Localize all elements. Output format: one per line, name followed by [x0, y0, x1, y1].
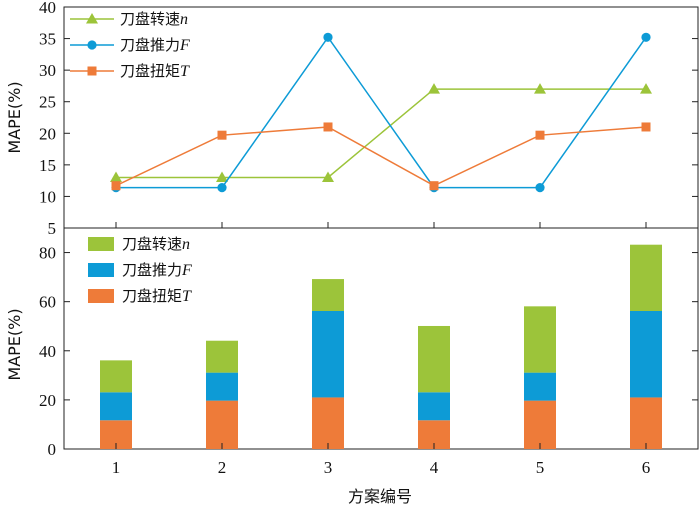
- data-point-torque: [111, 181, 121, 191]
- legend-marker-thrust: [87, 40, 97, 50]
- bottom-y-tick-label: 20: [39, 391, 56, 410]
- bar-segment-thrust: [312, 310, 344, 398]
- bar-segment-speed: [524, 306, 556, 373]
- bar-segment-torque: [206, 400, 238, 449]
- legend-name-thrust: 刀盘推力: [122, 261, 182, 279]
- data-point-torque: [217, 130, 227, 140]
- series-line-thrust: [116, 36, 647, 189]
- legend-var-thrust: F: [179, 37, 190, 54]
- legend-marker-torque: [87, 66, 97, 76]
- x-tick-label: 4: [430, 458, 439, 477]
- data-point-torque: [641, 122, 651, 132]
- x-tick-label: 3: [324, 458, 333, 477]
- legend-label-thrust: 刀盘推力F: [122, 261, 192, 279]
- legend-marker-speed: [86, 13, 98, 24]
- data-point-speed: [428, 83, 440, 94]
- bar-segment-speed: [206, 340, 238, 373]
- bar-segment-thrust: [206, 372, 238, 401]
- data-point-speed: [640, 83, 652, 94]
- data-point-speed: [110, 171, 122, 182]
- bar-segment-thrust: [630, 310, 662, 398]
- series-line-speed: [116, 88, 646, 179]
- bar-segment-speed: [418, 325, 450, 393]
- legend-var-torque: T: [182, 288, 192, 305]
- bottom-y-tick-label: 0: [48, 440, 57, 459]
- bar-segment-speed: [312, 279, 344, 311]
- legend-var-speed: n: [182, 236, 190, 253]
- series-line-torque: [115, 126, 647, 187]
- bar-segment-torque: [630, 397, 662, 449]
- data-point-torque: [429, 181, 439, 191]
- top-y-tick-label: 10: [39, 187, 56, 206]
- x-tick-label: 1: [112, 458, 121, 477]
- data-point-speed: [216, 171, 228, 182]
- legend-name-torque: 刀盘扭矩: [122, 287, 182, 305]
- top-y-tick-label: 30: [39, 61, 56, 80]
- bar-segment-torque: [312, 397, 344, 449]
- legend-label-torque: 刀盘扭矩T: [120, 62, 190, 80]
- data-point-torque: [535, 130, 545, 140]
- data-point-torque: [323, 122, 333, 132]
- x-tick-label: 2: [218, 458, 227, 477]
- legend-var-torque: T: [180, 63, 190, 80]
- bar-segment-torque: [524, 400, 556, 449]
- top-y-axis-title: MAPE(%): [5, 81, 24, 153]
- top-y-tick-label: 15: [39, 156, 56, 175]
- bar-segment-speed: [630, 244, 662, 311]
- data-point-speed: [534, 83, 546, 94]
- top-y-tick-label: 35: [39, 30, 56, 49]
- data-point-thrust: [217, 182, 227, 193]
- legend-name-speed: 刀盘转速: [120, 10, 180, 28]
- legend-var-speed: n: [180, 11, 188, 28]
- legend-label-speed: 刀盘转速n: [120, 10, 188, 28]
- x-tick-label: 6: [642, 458, 651, 477]
- bottom-plot-frame: [63, 227, 699, 450]
- data-point-thrust: [535, 182, 545, 193]
- top-y-tick-label: 25: [39, 93, 56, 112]
- bar-segment-thrust: [524, 372, 556, 401]
- bar-segment-thrust: [418, 392, 450, 421]
- bottom-y-tick-label: 40: [39, 342, 56, 361]
- legend-swatch-torque: [88, 289, 114, 303]
- legend-swatch-thrust: [88, 263, 114, 277]
- legend-label-torque: 刀盘扭矩T: [122, 287, 192, 305]
- legend-label-speed: 刀盘转速n: [122, 235, 190, 253]
- bar-segment-speed: [100, 360, 132, 393]
- data-point-thrust: [323, 32, 333, 42]
- x-axis-title: 方案编号: [348, 487, 412, 506]
- legend-name-thrust: 刀盘推力: [120, 36, 180, 54]
- legend-var-thrust: F: [181, 262, 192, 279]
- top-y-tick-label: 40: [39, 0, 56, 17]
- legend-name-speed: 刀盘转速: [122, 235, 182, 253]
- legend-name-torque: 刀盘扭矩: [120, 62, 180, 80]
- data-point-thrust: [641, 32, 651, 42]
- legend-swatch-speed: [88, 237, 114, 251]
- x-tick-label: 5: [536, 458, 545, 477]
- bottom-y-tick-label: 60: [39, 293, 56, 312]
- bottom-y-tick-label: 80: [39, 244, 56, 263]
- top-y-tick-label: 5: [48, 219, 57, 238]
- bottom-y-axis-title: MAPE(%): [5, 308, 24, 380]
- bar-segment-thrust: [100, 392, 132, 421]
- top-y-tick-label: 20: [39, 124, 56, 143]
- legend-label-thrust: 刀盘推力F: [120, 36, 190, 54]
- data-point-speed: [322, 171, 334, 182]
